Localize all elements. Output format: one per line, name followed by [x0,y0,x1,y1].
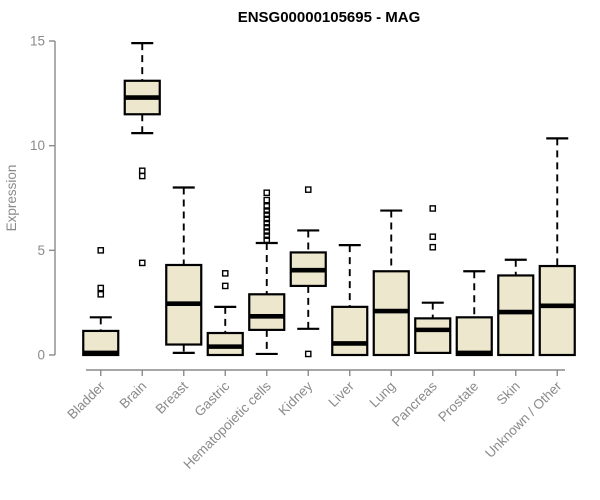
y-tick-label: 15 [30,34,45,49]
x-category-label: Bladder [64,378,108,422]
outlier-point [263,232,271,239]
boxplot-lung [372,209,410,357]
outlier-point [263,215,271,223]
outlier-point [429,243,437,251]
x-category-label: Brain [116,379,149,412]
boxplot-hematopoietic-cells [248,189,286,356]
iqr-box [414,317,452,355]
x-category-label: Liver [326,378,358,410]
iqr-box [497,274,535,357]
outlier-point [429,205,437,212]
outlier-point [263,236,271,244]
x-category-label: Skin [494,379,523,408]
outlier-point [304,350,312,358]
outlier-point [263,224,271,231]
iqr-box [206,331,244,357]
x-category-label: Lung [367,379,399,411]
chart-title: ENSG00000105695 - MAG [238,9,421,26]
boxplot-gastric [206,270,244,357]
boxplot-breast [165,186,203,355]
outlier-point [221,282,229,290]
y-tick-label: 5 [37,243,45,258]
outlier-point [263,196,271,204]
outlier-point [138,172,146,180]
outlier-point [429,233,437,241]
outlier-point [263,228,271,235]
outlier-point [97,284,105,292]
boxplot-skin [497,258,535,357]
iqr-box [248,293,286,331]
iqr-box [331,305,369,357]
boxplot-kidney [289,186,327,358]
x-category-label: Unknown / Other [482,378,565,461]
boxplot-liver [331,244,369,357]
outlier-point [263,219,271,227]
boxplot-brain [123,41,161,267]
iqr-box [455,316,493,357]
boxplot-pancreas [414,205,452,355]
boxplot-marks [82,41,576,358]
x-category-label: Prostate [435,379,481,425]
outlier-point [138,259,146,267]
outlier-point [263,203,271,210]
boxplot-unknown-other [538,137,576,357]
boxplot-prostate [455,270,493,357]
outlier-point [263,189,271,197]
outlier-point [304,186,312,193]
x-category-label: Kidney [276,378,316,418]
y-tick-label: 10 [30,138,45,153]
outlier-point [263,207,271,214]
outlier-point [263,211,271,219]
outlier-point [97,290,105,298]
x-category-label: Pancreas [389,378,440,429]
outlier-point [221,270,229,277]
y-axis-label: Expression [4,165,19,232]
outlier-point [138,167,146,175]
boxplot-bladder [82,247,120,357]
iqr-box [538,264,576,357]
y-tick-label: 0 [37,348,45,363]
x-category-label: Gastric [192,378,233,419]
outlier-point [97,247,105,254]
x-category-label: Breast [153,378,191,416]
